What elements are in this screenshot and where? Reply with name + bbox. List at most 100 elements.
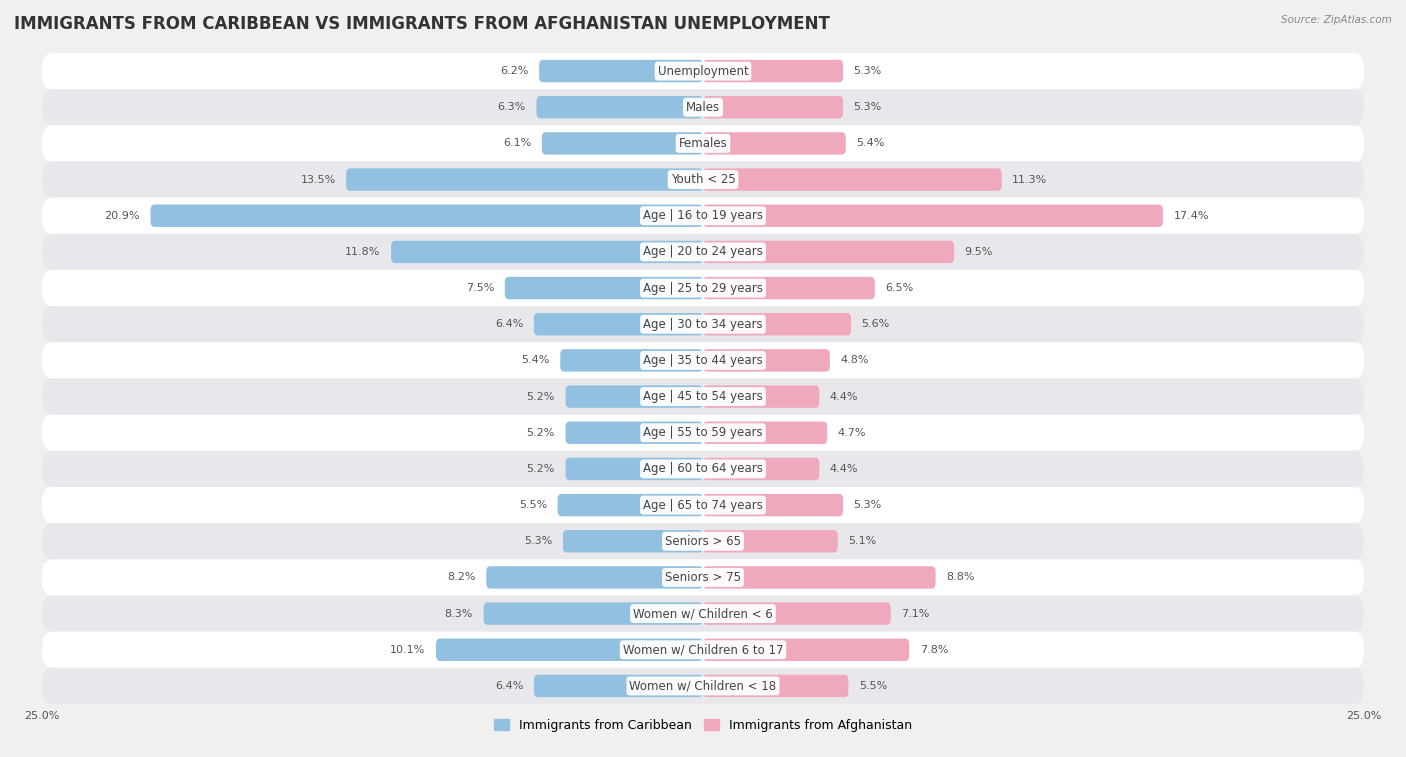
Text: Age | 16 to 19 years: Age | 16 to 19 years [643, 209, 763, 223]
FancyBboxPatch shape [42, 631, 1364, 668]
Text: Seniors > 65: Seniors > 65 [665, 534, 741, 548]
Text: Age | 60 to 64 years: Age | 60 to 64 years [643, 463, 763, 475]
Text: 11.3%: 11.3% [1012, 175, 1047, 185]
FancyBboxPatch shape [42, 668, 1364, 704]
FancyBboxPatch shape [703, 566, 935, 589]
Text: 7.8%: 7.8% [920, 645, 948, 655]
FancyBboxPatch shape [703, 458, 820, 480]
Text: 13.5%: 13.5% [301, 175, 336, 185]
Text: Males: Males [686, 101, 720, 114]
Text: Unemployment: Unemployment [658, 64, 748, 77]
Text: 5.3%: 5.3% [853, 500, 882, 510]
FancyBboxPatch shape [505, 277, 703, 299]
Text: 5.1%: 5.1% [848, 536, 876, 547]
FancyBboxPatch shape [703, 132, 846, 154]
FancyBboxPatch shape [42, 559, 1364, 596]
FancyBboxPatch shape [558, 494, 703, 516]
Text: 20.9%: 20.9% [104, 210, 141, 221]
FancyBboxPatch shape [703, 494, 844, 516]
Text: 8.2%: 8.2% [447, 572, 475, 582]
FancyBboxPatch shape [534, 674, 703, 697]
Text: Youth < 25: Youth < 25 [671, 173, 735, 186]
FancyBboxPatch shape [703, 385, 820, 408]
FancyBboxPatch shape [42, 53, 1364, 89]
FancyBboxPatch shape [42, 89, 1364, 126]
Text: Age | 30 to 34 years: Age | 30 to 34 years [643, 318, 763, 331]
Text: 5.2%: 5.2% [527, 428, 555, 438]
FancyBboxPatch shape [703, 60, 844, 83]
FancyBboxPatch shape [484, 603, 703, 625]
Text: Age | 35 to 44 years: Age | 35 to 44 years [643, 354, 763, 367]
FancyBboxPatch shape [42, 415, 1364, 451]
FancyBboxPatch shape [42, 198, 1364, 234]
FancyBboxPatch shape [703, 241, 955, 263]
FancyBboxPatch shape [703, 168, 1001, 191]
Text: 5.4%: 5.4% [522, 356, 550, 366]
Text: 5.2%: 5.2% [527, 391, 555, 401]
FancyBboxPatch shape [42, 451, 1364, 487]
FancyBboxPatch shape [541, 132, 703, 154]
Text: 6.3%: 6.3% [498, 102, 526, 112]
FancyBboxPatch shape [703, 422, 827, 444]
Text: Age | 25 to 29 years: Age | 25 to 29 years [643, 282, 763, 294]
FancyBboxPatch shape [42, 126, 1364, 161]
FancyBboxPatch shape [42, 596, 1364, 631]
Text: Women w/ Children < 18: Women w/ Children < 18 [630, 680, 776, 693]
Text: 4.8%: 4.8% [841, 356, 869, 366]
Text: 8.3%: 8.3% [444, 609, 472, 618]
Text: IMMIGRANTS FROM CARIBBEAN VS IMMIGRANTS FROM AFGHANISTAN UNEMPLOYMENT: IMMIGRANTS FROM CARIBBEAN VS IMMIGRANTS … [14, 15, 830, 33]
FancyBboxPatch shape [538, 60, 703, 83]
Text: Source: ZipAtlas.com: Source: ZipAtlas.com [1281, 15, 1392, 25]
FancyBboxPatch shape [42, 306, 1364, 342]
Text: 5.3%: 5.3% [853, 102, 882, 112]
Text: 6.4%: 6.4% [495, 681, 523, 691]
FancyBboxPatch shape [703, 639, 910, 661]
Text: 6.2%: 6.2% [501, 66, 529, 76]
Text: 5.3%: 5.3% [524, 536, 553, 547]
Text: 5.4%: 5.4% [856, 139, 884, 148]
Text: 4.4%: 4.4% [830, 464, 859, 474]
FancyBboxPatch shape [150, 204, 703, 227]
Text: 9.5%: 9.5% [965, 247, 993, 257]
FancyBboxPatch shape [42, 342, 1364, 378]
Legend: Immigrants from Caribbean, Immigrants from Afghanistan: Immigrants from Caribbean, Immigrants fr… [489, 714, 917, 737]
Text: 11.8%: 11.8% [344, 247, 381, 257]
FancyBboxPatch shape [703, 313, 851, 335]
FancyBboxPatch shape [703, 530, 838, 553]
FancyBboxPatch shape [703, 204, 1163, 227]
FancyBboxPatch shape [42, 487, 1364, 523]
Text: 5.6%: 5.6% [862, 319, 890, 329]
Text: Age | 65 to 74 years: Age | 65 to 74 years [643, 499, 763, 512]
FancyBboxPatch shape [391, 241, 703, 263]
Text: Age | 20 to 24 years: Age | 20 to 24 years [643, 245, 763, 258]
Text: 6.4%: 6.4% [495, 319, 523, 329]
Text: Women w/ Children 6 to 17: Women w/ Children 6 to 17 [623, 643, 783, 656]
Text: 17.4%: 17.4% [1174, 210, 1209, 221]
Text: Women w/ Children < 6: Women w/ Children < 6 [633, 607, 773, 620]
Text: 5.3%: 5.3% [853, 66, 882, 76]
Text: 8.8%: 8.8% [946, 572, 974, 582]
FancyBboxPatch shape [703, 349, 830, 372]
FancyBboxPatch shape [486, 566, 703, 589]
Text: 4.4%: 4.4% [830, 391, 859, 401]
FancyBboxPatch shape [565, 422, 703, 444]
FancyBboxPatch shape [560, 349, 703, 372]
Text: Seniors > 75: Seniors > 75 [665, 571, 741, 584]
Text: Females: Females [679, 137, 727, 150]
Text: 7.5%: 7.5% [465, 283, 494, 293]
FancyBboxPatch shape [42, 523, 1364, 559]
FancyBboxPatch shape [42, 378, 1364, 415]
FancyBboxPatch shape [42, 161, 1364, 198]
FancyBboxPatch shape [436, 639, 703, 661]
FancyBboxPatch shape [42, 270, 1364, 306]
FancyBboxPatch shape [703, 96, 844, 118]
Text: 6.1%: 6.1% [503, 139, 531, 148]
Text: 4.7%: 4.7% [838, 428, 866, 438]
FancyBboxPatch shape [537, 96, 703, 118]
Text: 10.1%: 10.1% [391, 645, 426, 655]
FancyBboxPatch shape [346, 168, 703, 191]
Text: 5.5%: 5.5% [859, 681, 887, 691]
FancyBboxPatch shape [562, 530, 703, 553]
Text: 7.1%: 7.1% [901, 609, 929, 618]
FancyBboxPatch shape [703, 674, 848, 697]
